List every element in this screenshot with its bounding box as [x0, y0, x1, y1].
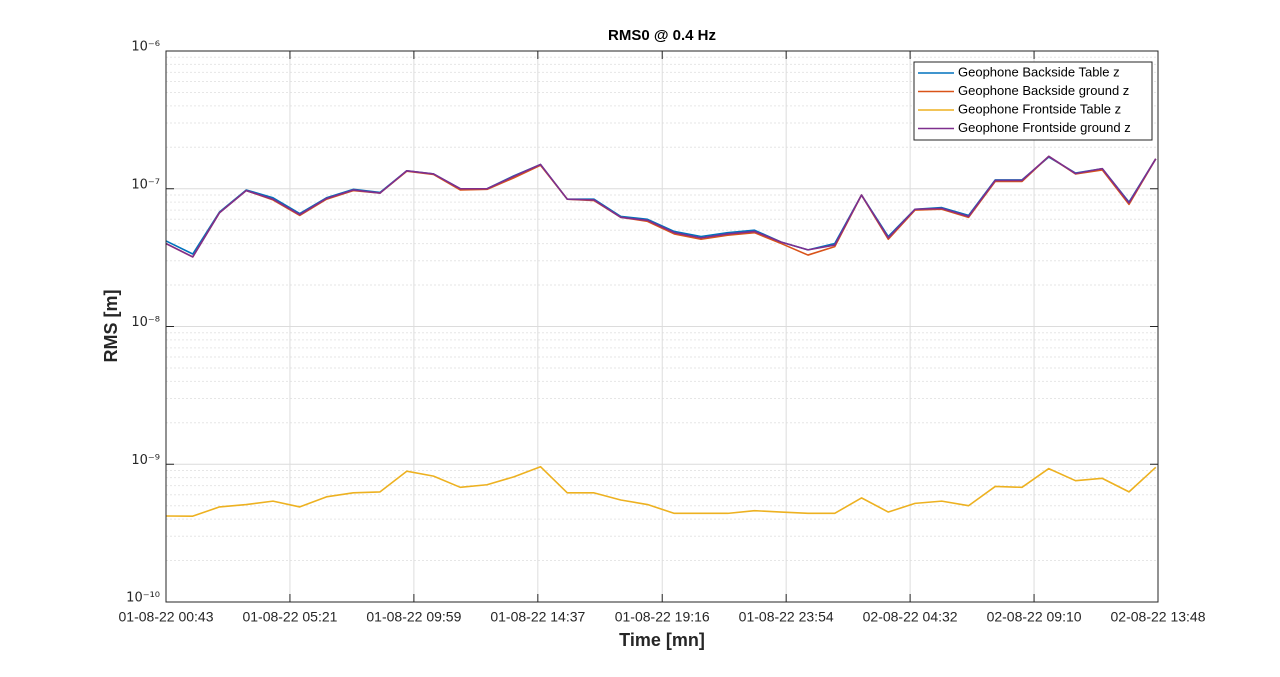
series-line	[165, 155, 1157, 258]
y-axis-label: RMS [m]	[101, 290, 121, 363]
x-axis-label: Time [mn]	[619, 630, 705, 650]
x-tick-label: 02-08-22 13:48	[1111, 609, 1206, 625]
ticks: 10⁻¹⁰ 10⁻⁹ 10⁻⁸ 10⁻⁷ 10⁻⁶ 01-08-22 00:43 01-08…	[119, 40, 1206, 625]
legend-label: Geophone Backside ground z	[958, 83, 1129, 98]
x-tick-label: 01-08-22 05:21	[242, 609, 337, 625]
y-tick-label: 10⁻⁷	[131, 177, 160, 192]
x-tick-label: 01-08-22 19:16	[615, 609, 710, 625]
y-tick-label: 10⁻¹⁰	[126, 591, 160, 606]
x-tick-label: 02-08-22 09:10	[987, 609, 1082, 625]
y-tick-label: 10⁻⁸	[131, 315, 160, 330]
x-tick-label: 01-08-22 23:54	[739, 609, 834, 625]
lines	[165, 155, 1157, 517]
x-tick-label: 01-08-22 00:43	[119, 609, 214, 625]
x-tick-label: 02-08-22 04:32	[863, 609, 958, 625]
chart-title: RMS0 @ 0.4 Hz	[608, 27, 716, 44]
y-tick-label: 10⁻⁶	[131, 40, 160, 55]
x-tick-label: 01-08-22 14:37	[490, 609, 585, 625]
series-line	[165, 465, 1157, 517]
x-tick-label: 01-08-22 09:59	[366, 609, 461, 625]
grid	[165, 50, 1159, 603]
legend-box	[913, 61, 1153, 141]
y-tick-label: 10⁻⁹	[131, 453, 160, 468]
legend-label: Geophone Frontside ground z	[958, 120, 1131, 135]
legend-label: Geophone Frontside Table z	[958, 101, 1121, 116]
legend-label: Geophone Backside Table z	[958, 64, 1120, 79]
legend: Geophone Backside Table z Geophone Backsi…	[913, 61, 1153, 141]
